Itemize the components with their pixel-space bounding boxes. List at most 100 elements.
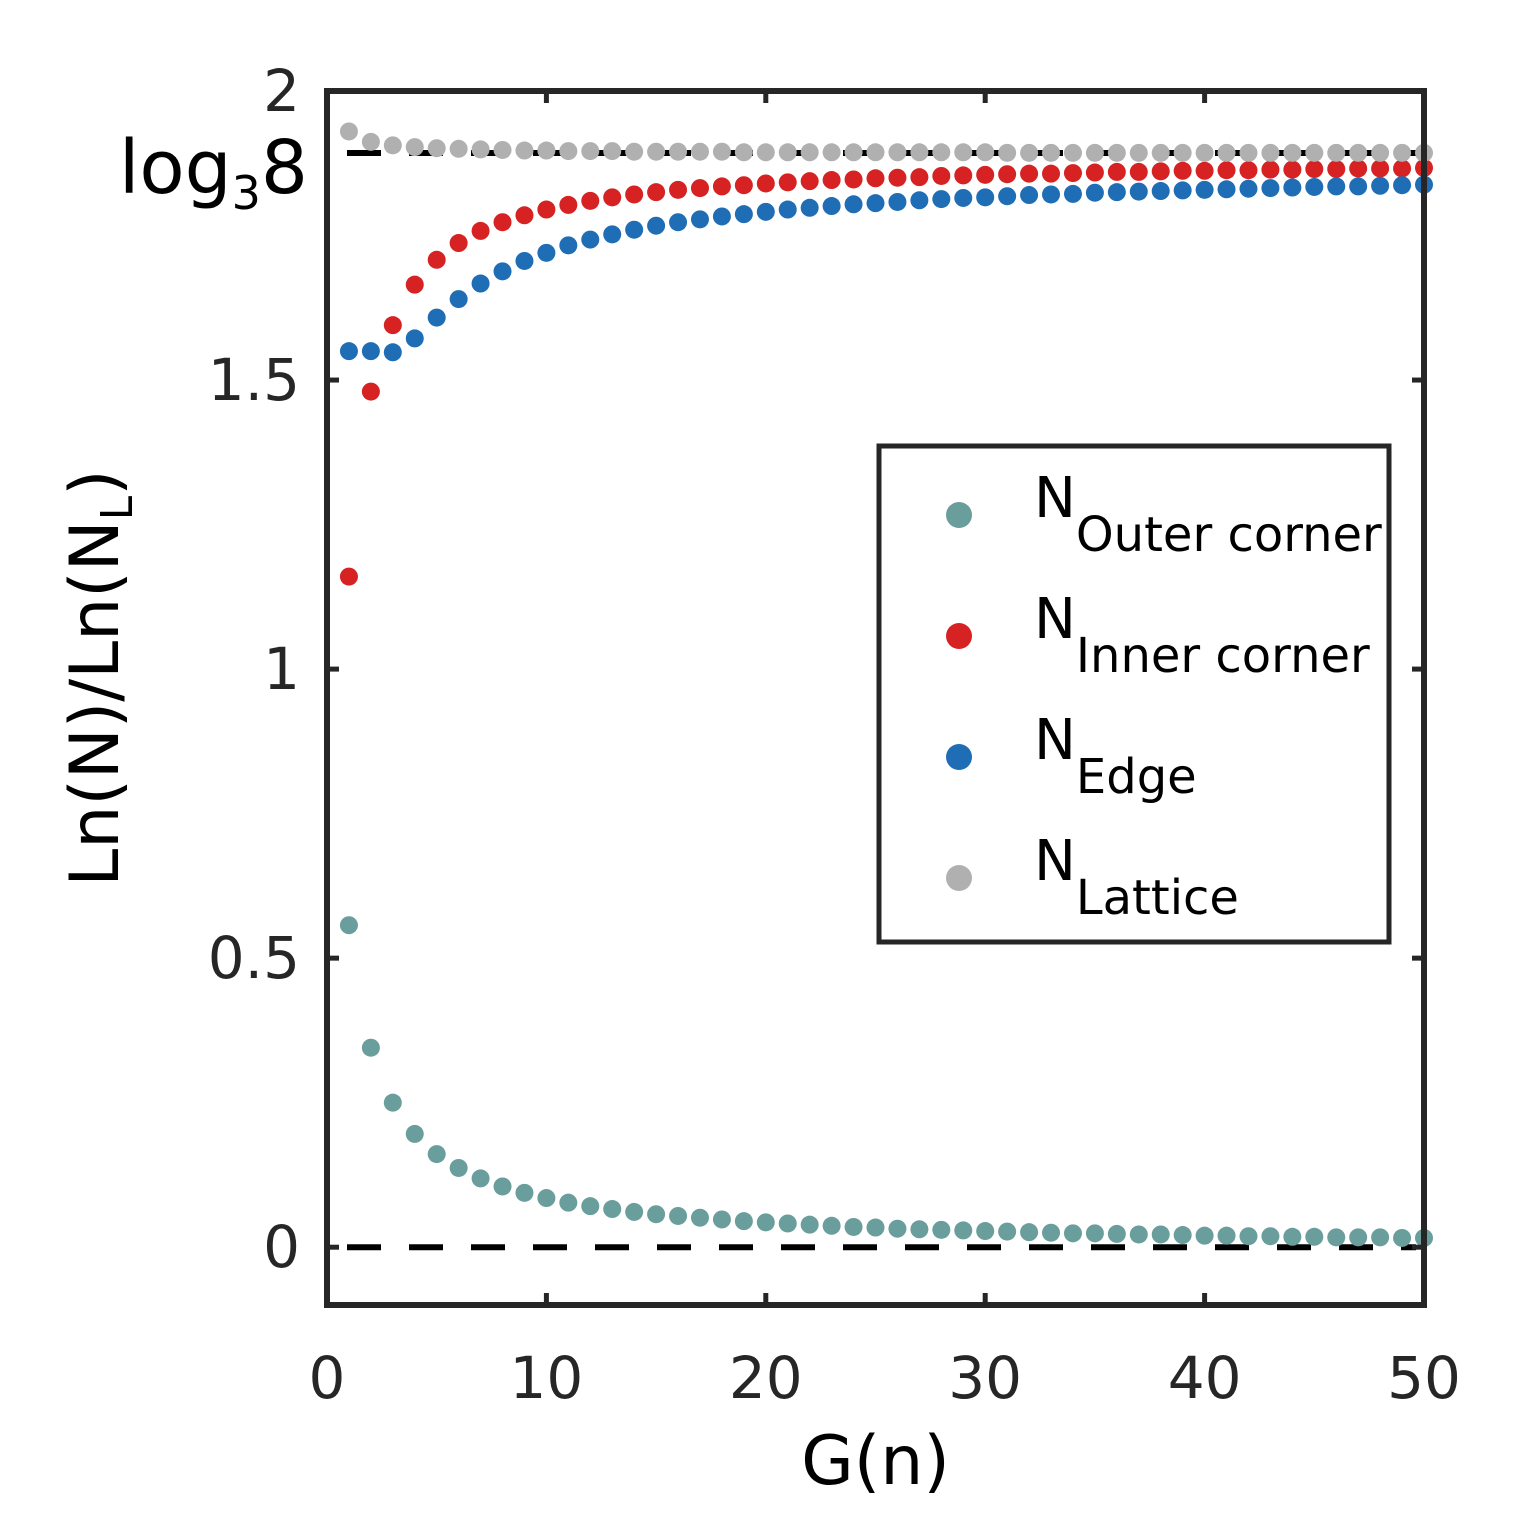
data-point [712,142,731,161]
data-point [778,173,797,192]
data-point [383,343,402,362]
data-point [1129,162,1148,181]
legend-label-sub: Lattice [1076,870,1239,926]
data-point [778,1214,797,1233]
legend-label: NEdge [1034,708,1197,805]
data-point [493,140,512,159]
data-point [405,138,424,157]
data-point [932,1220,951,1239]
data-point [734,205,753,224]
data-point [1085,1224,1104,1243]
data-point [1239,143,1258,162]
data-point [734,176,753,195]
data-point [1173,143,1192,162]
data-point [800,172,819,191]
series-inner-corner [339,158,1433,586]
data-point [1151,1225,1170,1244]
data-point [449,234,468,253]
data-point [1305,160,1324,179]
data-point [1020,143,1039,162]
data-point [1349,143,1368,162]
data-point [1042,1223,1061,1242]
log-label-main: log [119,125,232,211]
data-point [647,216,666,235]
data-point [822,143,841,162]
data-point [1283,160,1302,179]
data-point [1107,183,1126,202]
legend-item: NOuter corner [946,466,1382,563]
data-point [932,143,951,162]
data-point [537,243,556,262]
data-point [1371,159,1390,178]
data-point [800,1215,819,1234]
data-point [1327,1228,1346,1247]
data-point [910,143,929,162]
data-point [734,143,753,162]
data-point [1020,1223,1039,1242]
legend-label-main: N [1034,587,1076,652]
axis-ticks [327,91,1424,1305]
data-point [427,1145,446,1164]
data-point [1217,161,1236,180]
data-point [361,382,380,401]
data-point [603,225,622,244]
data-point [669,213,688,232]
data-point [1063,1224,1082,1243]
data-point [888,1219,907,1238]
data-point [405,329,424,348]
x-tick-label: 20 [729,1344,803,1412]
y-tick-label: 2 [263,57,300,125]
data-point [1042,164,1061,183]
data-point [954,1221,973,1240]
data-point [449,290,468,309]
data-point [690,179,709,198]
data-point [690,1208,709,1227]
data-point [581,142,600,161]
data-point [1195,180,1214,199]
data-point [690,142,709,161]
data-point [339,916,358,935]
data-point [910,191,929,210]
data-point [1217,180,1236,199]
y-axis-title-close: ) [56,469,135,496]
x-tick-label: 30 [948,1344,1022,1412]
data-point [1305,143,1324,162]
data-point [1261,1227,1280,1246]
data-point [559,195,578,214]
data-point [932,166,951,185]
data-point [581,191,600,210]
data-point [471,274,490,293]
data-point [537,141,556,160]
data-point [559,236,578,255]
data-point [998,165,1017,184]
data-point [1020,186,1039,205]
data-point [471,1169,490,1188]
data-point [954,143,973,162]
data-point [1085,143,1104,162]
data-point [1151,162,1170,181]
data-point [1393,176,1412,195]
data-point [1173,1226,1192,1245]
data-point [712,207,731,226]
data-point [822,171,841,190]
legend-item: NEdge [946,708,1197,805]
data-point [625,1202,644,1221]
data-point [1327,143,1346,162]
y-tick-label: 0.5 [208,924,300,992]
data-point [1371,143,1390,162]
data-point [581,1197,600,1216]
legend-label-sub: Edge [1076,749,1197,805]
data-point [910,1220,929,1239]
log3-8-label: log38 [119,125,308,220]
data-point [1151,143,1170,162]
data-point [866,169,885,188]
data-point [647,183,666,202]
legend-label-main: N [1034,466,1076,531]
data-point [1195,143,1214,162]
data-point [1129,143,1148,162]
data-point [515,251,534,270]
data-point [339,342,358,361]
data-point [647,142,666,161]
data-point [822,197,841,216]
data-point [1261,179,1280,198]
